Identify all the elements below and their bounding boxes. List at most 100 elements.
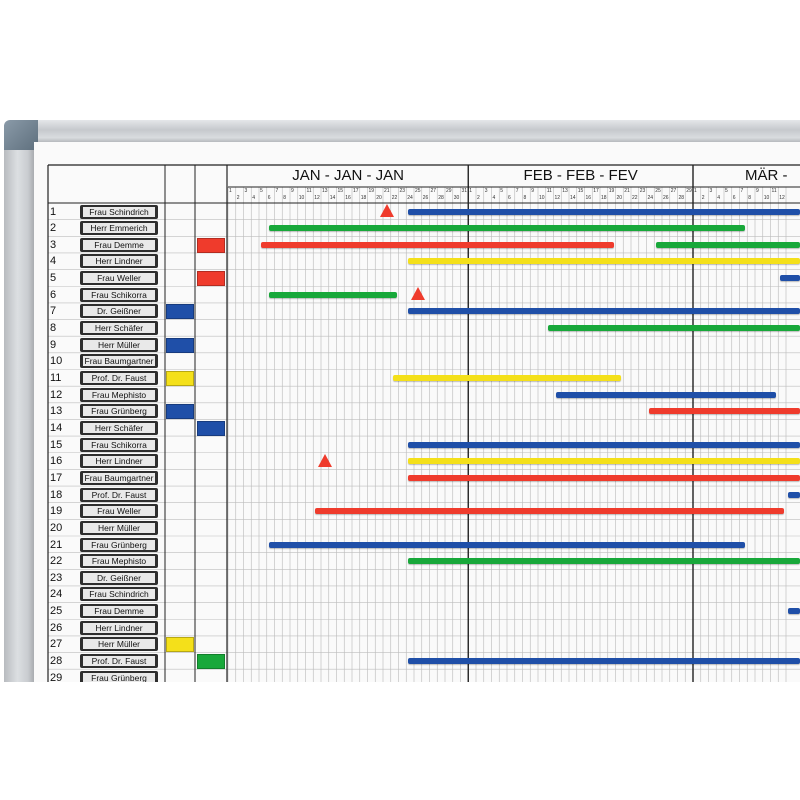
name-card-holder[interactable]: Frau Demme xyxy=(80,237,158,252)
name-card-holder[interactable]: Dr. Geißner xyxy=(80,304,158,319)
row-number: 29 xyxy=(50,671,63,684)
day-number: 23 xyxy=(639,188,646,194)
day-number: 22 xyxy=(391,195,398,201)
name-card-holder[interactable]: Frau Weller xyxy=(80,504,158,519)
day-number: 12 xyxy=(554,195,561,201)
magnet-yellow[interactable] xyxy=(166,637,194,653)
name-card-holder[interactable]: Frau Schindrich xyxy=(80,204,158,219)
name-card-holder[interactable]: Herr Schäfer xyxy=(80,420,158,435)
plan-bar-red[interactable] xyxy=(408,474,800,481)
marker-triangle[interactable] xyxy=(317,453,332,467)
name-card: Frau Mephisto xyxy=(83,556,155,567)
name-card: Frau Schindrich xyxy=(83,206,155,217)
plan-bar-blue[interactable] xyxy=(788,491,800,498)
day-number: 1 xyxy=(694,188,697,194)
magnet-red[interactable] xyxy=(197,271,225,287)
name-card-holder[interactable]: Frau Grünberg xyxy=(80,537,158,552)
name-card-holder[interactable]: Herr Schäfer xyxy=(80,321,158,336)
name-card-holder[interactable]: Herr Lindner xyxy=(80,254,158,269)
name-card: Prof. Dr. Faust xyxy=(83,656,155,667)
plan-bar-red[interactable] xyxy=(261,241,614,248)
magnet-blue[interactable] xyxy=(197,420,225,436)
plan-bar-yellow[interactable] xyxy=(392,375,622,381)
name-card-holder[interactable]: Frau Mephisto xyxy=(80,554,158,569)
magnet-blue[interactable] xyxy=(166,337,194,353)
plan-bar-blue[interactable] xyxy=(408,441,800,448)
plan-bar-red[interactable] xyxy=(315,508,784,515)
name-card: Frau Grünberg xyxy=(83,406,155,417)
name-card-holder[interactable]: Herr Lindner xyxy=(80,454,158,469)
plan-bar-green[interactable] xyxy=(268,225,746,232)
magnet-red[interactable] xyxy=(197,237,225,253)
day-number: 7 xyxy=(275,188,279,194)
name-card-holder[interactable]: Herr Müller xyxy=(80,337,158,352)
name-card: Frau Weller xyxy=(83,273,155,284)
name-card-holder[interactable]: Frau Grünberg xyxy=(80,404,158,419)
row-number: 27 xyxy=(50,638,63,651)
name-card: Herr Lindner xyxy=(83,256,155,267)
plan-bar-yellow[interactable] xyxy=(408,258,800,265)
plan-bar-blue[interactable] xyxy=(408,658,800,665)
name-card-holder[interactable]: Herr Emmerich xyxy=(80,221,158,236)
name-card-holder[interactable]: Prof. Dr. Faust xyxy=(80,654,158,669)
plan-bar-green[interactable] xyxy=(268,291,397,298)
day-number: 9 xyxy=(291,188,294,194)
plan-bar-blue[interactable] xyxy=(788,608,800,615)
day-number: 18 xyxy=(360,195,367,201)
magnet-blue[interactable] xyxy=(166,304,194,320)
name-card-holder[interactable]: Frau Schikorra xyxy=(80,437,158,452)
day-number: 11 xyxy=(771,188,777,194)
plan-bar-yellow[interactable] xyxy=(408,458,800,465)
plan-bar-red[interactable] xyxy=(648,408,800,415)
day-number: 1 xyxy=(469,188,473,194)
day-number: 30 xyxy=(453,195,460,201)
day-number: 10 xyxy=(539,195,545,201)
name-card-holder[interactable]: Prof. Dr. Faust xyxy=(80,371,158,385)
plan-bar-green[interactable] xyxy=(408,558,800,565)
plan-bar-blue[interactable] xyxy=(408,308,800,315)
name-card-holder[interactable]: Herr Müller xyxy=(80,520,158,535)
name-card-holder[interactable]: Herr Lindner xyxy=(80,620,158,635)
plan-bar-blue[interactable] xyxy=(555,391,777,398)
row-number: 11 xyxy=(50,372,62,384)
row-number: 4 xyxy=(50,255,57,268)
marker-triangle[interactable] xyxy=(379,204,394,217)
day-number: 2 xyxy=(477,195,480,201)
name-card-holder[interactable]: Frau Baumgartner xyxy=(80,354,158,369)
row-number: 19 xyxy=(50,505,63,518)
day-number: 1 xyxy=(229,188,232,194)
name-card-holder[interactable]: Frau Grünberg xyxy=(80,670,158,685)
name-card-holder[interactable]: Frau Demme xyxy=(80,604,158,619)
day-number: 9 xyxy=(756,188,759,194)
marker-triangle[interactable] xyxy=(410,287,425,301)
row-number: 22 xyxy=(50,555,63,568)
name-card: Herr Emmerich xyxy=(83,223,155,234)
name-card-holder[interactable]: Frau Schikorra xyxy=(80,287,158,302)
name-card-holder[interactable]: Frau Schindrich xyxy=(80,587,158,602)
row-number: 1 xyxy=(50,205,57,218)
name-card: Dr. Geißner xyxy=(83,306,155,317)
day-number: 12 xyxy=(779,195,785,201)
name-card-holder[interactable]: Prof. Dr. Faust xyxy=(80,487,158,502)
plan-bar-green[interactable] xyxy=(547,325,800,332)
plan-bar-blue[interactable] xyxy=(268,541,746,548)
day-number: 27 xyxy=(670,188,677,194)
name-card-holder[interactable]: Dr. Geißner xyxy=(80,570,158,585)
magnet-yellow[interactable] xyxy=(166,371,194,386)
name-card-holder[interactable]: Frau Baumgartner xyxy=(80,470,158,485)
month-header: JAN - JAN - JAN xyxy=(292,167,404,184)
name-card-holder[interactable]: Frau Weller xyxy=(80,271,158,286)
plan-bar-blue[interactable] xyxy=(408,208,800,215)
name-card: Frau Grünberg xyxy=(83,672,155,683)
day-number: 12 xyxy=(314,195,320,201)
day-number: 17 xyxy=(353,188,359,194)
name-card-holder[interactable]: Frau Mephisto xyxy=(80,387,158,402)
magnet-blue[interactable] xyxy=(166,404,194,420)
month-header: MÄR - xyxy=(745,167,788,184)
name-card-holder[interactable]: Herr Müller xyxy=(80,637,158,652)
plan-bar-blue[interactable] xyxy=(780,275,800,282)
name-card: Frau Baumgartner xyxy=(83,472,155,483)
name-card: Frau Demme xyxy=(83,239,155,250)
plan-bar-green[interactable] xyxy=(656,241,800,248)
magnet-green[interactable] xyxy=(197,654,225,670)
